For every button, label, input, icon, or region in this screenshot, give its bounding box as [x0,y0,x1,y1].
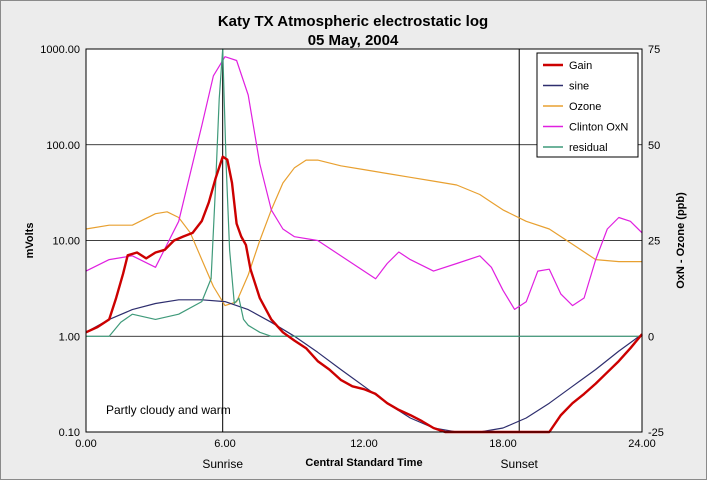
y2-tick-label: -25 [648,427,664,439]
y-tick-label: 100.00 [46,140,80,152]
series-line-ozone [85,159,642,307]
series-line-clinton-oxn [85,56,643,310]
x-tick-label: 12.00 [350,438,378,450]
y2-tick-label: 0 [648,331,654,343]
plot-border [85,48,643,433]
y-tick-label: 10.00 [52,236,80,248]
y-tick-label: 1.00 [59,331,80,343]
legend-label: sine [569,81,589,93]
y2-tick-label: 75 [648,44,660,56]
legend-box [536,52,639,158]
x-tick-label: 6.00 [214,438,235,450]
x-tick-label: 0.00 [75,438,96,450]
legend: Gain sine Ozone Clinton OxN residual [536,52,639,158]
x-markers: Sunrise Sunset [202,49,539,471]
y-tick-label: 0.10 [59,427,80,439]
y2-tick-label: 25 [648,236,660,248]
x-axis-label: Central Standard Time [305,457,422,469]
marker-label-0: Sunrise [202,457,243,471]
y2-tick-label: 50 [648,140,660,152]
x-tick-label: 24.00 [628,438,656,450]
y2-axis-label: OxN - Ozone (ppb) [675,192,687,289]
tick-labels: 1000.00 100.00 10.00 1.00 0.10 75 50 25 0 -25 0.00… [40,44,664,450]
y-axis-label: mVolts [24,223,36,259]
y-tick-label: 1000.00 [40,44,80,56]
marker-label-1: Sunset [501,457,539,471]
chart-subtitle: 05 May, 2004 [308,32,399,49]
legend-label: Gain [569,60,592,72]
legend-label: Ozone [569,101,601,113]
chart-title: Katy TX Atmospheric electrostatic log [218,13,488,30]
series-line-sine [85,299,643,433]
series-line-residual [86,48,642,337]
legend-label: Clinton OxN [569,122,628,134]
legend-label: residual [569,142,608,154]
x-tick-label: 18.00 [489,438,517,450]
annotation-text: Partly cloudy and warm [106,403,231,417]
